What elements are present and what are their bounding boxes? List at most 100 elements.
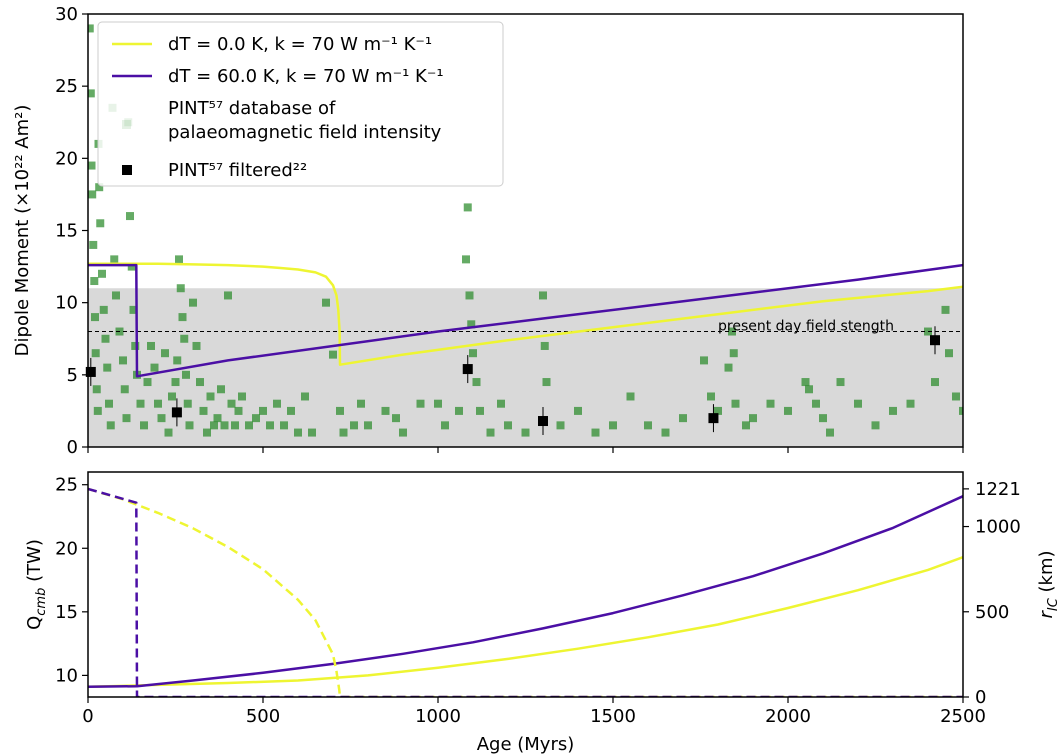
pint-point [224,291,232,300]
pint-point [504,421,512,430]
pint-point [626,392,635,401]
filtered-point [930,335,940,346]
pint-point [339,428,348,437]
pint-point [154,399,162,408]
pint-point [126,212,134,221]
pint-point [176,284,185,293]
pint-point [93,406,102,415]
pint-point [679,414,687,423]
pint-point [724,363,733,372]
pint-point [106,421,115,430]
pint-point [462,255,470,264]
bottom-series-0 [88,556,963,689]
pint-point [147,341,155,350]
bottom-series-3 [88,487,963,697]
y-tick-label: 25 [55,475,78,496]
pint-point [336,406,344,415]
pint-point [103,363,112,372]
pint-point [729,349,738,358]
y2-tick-label: 1221 [975,479,1021,500]
pint-point [455,406,463,415]
pint-point [465,291,474,300]
pint-point [92,385,101,394]
pint-filtered-points [85,326,940,436]
pint-point [171,378,180,387]
pint-point [591,428,600,437]
bottom-series-2 [88,487,963,697]
pint-point [101,334,110,343]
pint-point [157,414,166,423]
y-tick-label: 5 [67,365,78,386]
pint-point [350,421,358,430]
x-axis-title: Age (Myrs) [477,734,575,755]
pint-point [434,399,442,408]
x-tick-label: 2000 [765,706,811,727]
pint-point [127,262,136,271]
pint-point [259,406,267,415]
pint-point [203,428,211,437]
pint-point [178,313,187,322]
pint-point [161,349,169,358]
pint-point [301,392,309,401]
pint-point [819,414,827,423]
bottom-y2-axis-title: rIC (km) [1036,550,1061,618]
pint-point [110,255,119,264]
pint-point [945,349,953,358]
pint-point [805,385,813,394]
pint-point [467,320,476,329]
pint-point [227,399,236,408]
bottom-y-axis-title: Qcmb (TW) [24,539,49,630]
pint-point [122,414,131,423]
top-x-ticks [87,447,964,453]
y2-tick-label: 0 [975,687,986,708]
pint-point [476,406,484,415]
pint-point [120,385,129,394]
pint-point [931,378,939,387]
pint-point [112,291,120,300]
pint-point [749,414,757,423]
pint-point [540,341,549,350]
y-tick-label: 20 [55,148,78,169]
y-tick-label: 10 [55,665,78,686]
pint-point [245,421,253,430]
legend-swatch-square [122,120,131,129]
pint-point [119,356,127,365]
bottom-plot-frame [87,471,964,698]
pint-point [322,298,330,307]
pint-point [959,406,963,415]
pint-point [472,378,481,387]
pint-point [91,313,99,322]
legend-label: PINT⁵⁷ filtered²² [168,160,307,181]
pint-point [131,341,140,350]
pint-point [140,421,148,430]
pint-point [941,305,950,314]
pint-point [399,428,407,437]
y2-tick-label: 500 [975,602,1009,623]
present-day-annotation: present day field stength [718,319,894,335]
pint-point [707,392,715,401]
bottom-y2-ticks: 0 500 1000 1221 [963,479,1021,708]
pint-point [180,334,189,343]
pint-point [150,363,159,372]
pint-point [129,305,138,314]
pint-point [206,392,215,401]
pint-point [463,203,472,212]
x-tick-label: 1500 [590,706,636,727]
legend-label: PINT⁵⁷ database of [168,98,336,119]
pint-point [185,421,194,430]
x-tick-label: 2500 [940,706,986,727]
pint-point [836,378,845,387]
pint-point [234,406,243,415]
y-tick-label: 25 [55,76,78,97]
pint-point [329,350,337,359]
pint-point [700,356,708,365]
pint-point [189,298,197,307]
pint-point [105,399,113,408]
y-tick-label: 30 [55,4,78,25]
pint-point [294,428,302,437]
pint-point [88,190,97,199]
pint-point [168,392,176,401]
pint-point [183,399,192,408]
pint-point [742,421,750,430]
